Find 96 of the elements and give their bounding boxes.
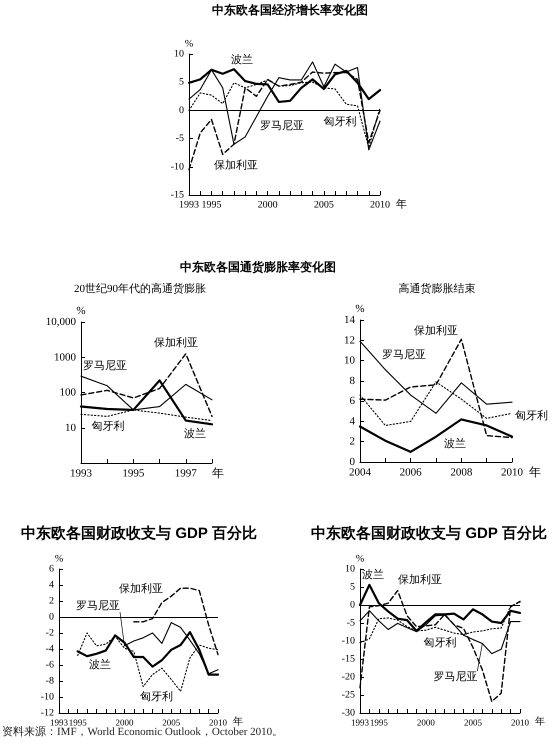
x-axis-title: 年 [232, 716, 243, 728]
series-label: 波兰 [184, 426, 206, 440]
y-axis-title: % [54, 554, 64, 565]
chart-subtitle: 20世纪90年代的高通货膨胀 [74, 283, 206, 296]
text: 资料来源：IMF，World Economic Outlook，October 2010。 [2, 726, 284, 740]
y-tick-label: -10 [342, 636, 355, 646]
x-tick-label: 1993 [179, 200, 199, 210]
x-tick-label: 1997 [174, 468, 198, 480]
y-tick-label: 8 [350, 374, 356, 387]
series-label: 波兰 [230, 53, 253, 66]
x-tick-label: 2010 [209, 718, 228, 728]
series-label: 保加利亚 [118, 582, 163, 595]
x-tick-label: 1993 [50, 718, 68, 728]
x-tick-label: 2010 [370, 200, 390, 210]
y-tick-label: -2 [46, 628, 54, 638]
x-axis-title: 年 [396, 198, 407, 210]
y-tick-label: 0 [350, 456, 356, 468]
series-label: 波兰 [362, 568, 384, 581]
series-label: 波兰 [444, 437, 466, 450]
series-label: 罗马尼亚 [382, 349, 426, 361]
y-tick-label: 10 [345, 564, 355, 574]
y-tick-label: 10 [174, 48, 184, 60]
y-tick-label: 5 [179, 76, 184, 88]
y-tick-label: -4 [46, 644, 54, 654]
y-tick-label: -8 [46, 676, 54, 686]
x-axis-title: 年 [212, 466, 224, 480]
series-label: 保加利亚 [154, 336, 198, 350]
y-axis-title: % [355, 303, 365, 316]
x-tick-label: 2008 [450, 466, 473, 478]
x-tick-label: 2000 [416, 718, 436, 728]
x-tick-label: 2004 [349, 466, 372, 478]
y-tick-label: -5 [176, 133, 184, 144]
y-tick-label: 14 [344, 314, 356, 326]
series-label: 罗马尼亚 [83, 360, 127, 372]
text: 中东欧各国通货膨胀率变化图 [180, 260, 336, 275]
x-tick-label: 2005 [464, 718, 482, 728]
chart-title: 中东欧各国经济增长率变化图 [212, 3, 368, 18]
y-tick-label: 2 [49, 596, 54, 606]
x-tick-label: 1995 [68, 718, 88, 728]
y-tick-label: 10,000 [46, 316, 76, 328]
series-label: 匈牙利 [515, 409, 548, 422]
x-axis-title: 年 [534, 716, 545, 728]
y-axis-title: % [76, 305, 86, 318]
y-tick-label: 4 [49, 580, 54, 590]
x-tick-label: 2005 [162, 718, 181, 728]
y-axis-title: % [356, 554, 364, 565]
x-tick-label: 2005 [314, 200, 334, 210]
x-axis-title: 年 [528, 465, 541, 479]
series-label: 匈牙利 [423, 636, 456, 650]
y-tick-label: 6 [350, 395, 356, 408]
series-label: 保加利亚 [414, 324, 458, 337]
x-tick-label: 1993 [70, 468, 92, 480]
y-tick-label: -10 [40, 692, 54, 702]
x-tick-label: 2000 [115, 718, 134, 728]
y-tick-label: -6 [46, 660, 54, 670]
y-tick-label: 6 [49, 564, 54, 574]
chart-title: 中东欧各国财政收支与 GDP 百分比 [21, 525, 257, 542]
x-tick-label: 2000 [258, 200, 278, 210]
text: 罗马尼亚 [76, 600, 120, 612]
series-label: 波兰 [88, 658, 111, 671]
series-label: 匈牙利 [92, 419, 124, 432]
y-tick-label: 10 [344, 354, 356, 367]
y-tick-label: -25 [342, 690, 355, 700]
series-label: 匈牙利 [140, 690, 174, 704]
y-tick-label: -15 [170, 190, 184, 200]
x-tick-label: 1995 [122, 468, 145, 480]
y-tick-label: 100 [60, 386, 76, 398]
series-label: 罗马尼亚 [260, 120, 304, 132]
series-label: 匈牙利 [324, 114, 357, 128]
y-tick-label: -5 [346, 618, 355, 628]
chart-title: 中东欧各国财政收支与 GDP 百分比 [311, 525, 547, 542]
x-tick-label: 1995 [201, 200, 222, 210]
y-tick-label: -10 [170, 161, 184, 172]
y-tick-label: 5 [350, 582, 355, 592]
series-label: 保加利亚 [214, 158, 258, 172]
x-tick-label: 1995 [370, 718, 388, 728]
y-tick-label: 0 [350, 600, 355, 610]
x-tick-label: 2010 [511, 718, 530, 728]
y-axis-title: % [184, 38, 194, 50]
y-tick-label: 10 [65, 422, 76, 434]
y-tick-label: 0 [49, 612, 54, 622]
y-tick-label: -30 [342, 708, 355, 718]
x-tick-label: 1993 [351, 718, 370, 728]
y-tick-label: 0 [179, 104, 184, 116]
x-tick-label: 2006 [400, 466, 422, 478]
text: 罗马尼亚 [433, 671, 478, 684]
y-tick-label: 12 [344, 334, 355, 346]
y-tick-label: -20 [342, 672, 355, 682]
series-label: 保加利亚 [398, 573, 442, 586]
y-tick-label: 1000 [54, 351, 76, 364]
y-tick-label: -12 [40, 708, 54, 718]
chart-subtitle: 高通货膨胀结束 [398, 283, 476, 296]
y-tick-label: -15 [342, 654, 355, 664]
y-tick-label: 4 [350, 415, 356, 428]
y-tick-label: 2 [350, 436, 355, 448]
x-tick-label: 2010 [501, 466, 524, 478]
